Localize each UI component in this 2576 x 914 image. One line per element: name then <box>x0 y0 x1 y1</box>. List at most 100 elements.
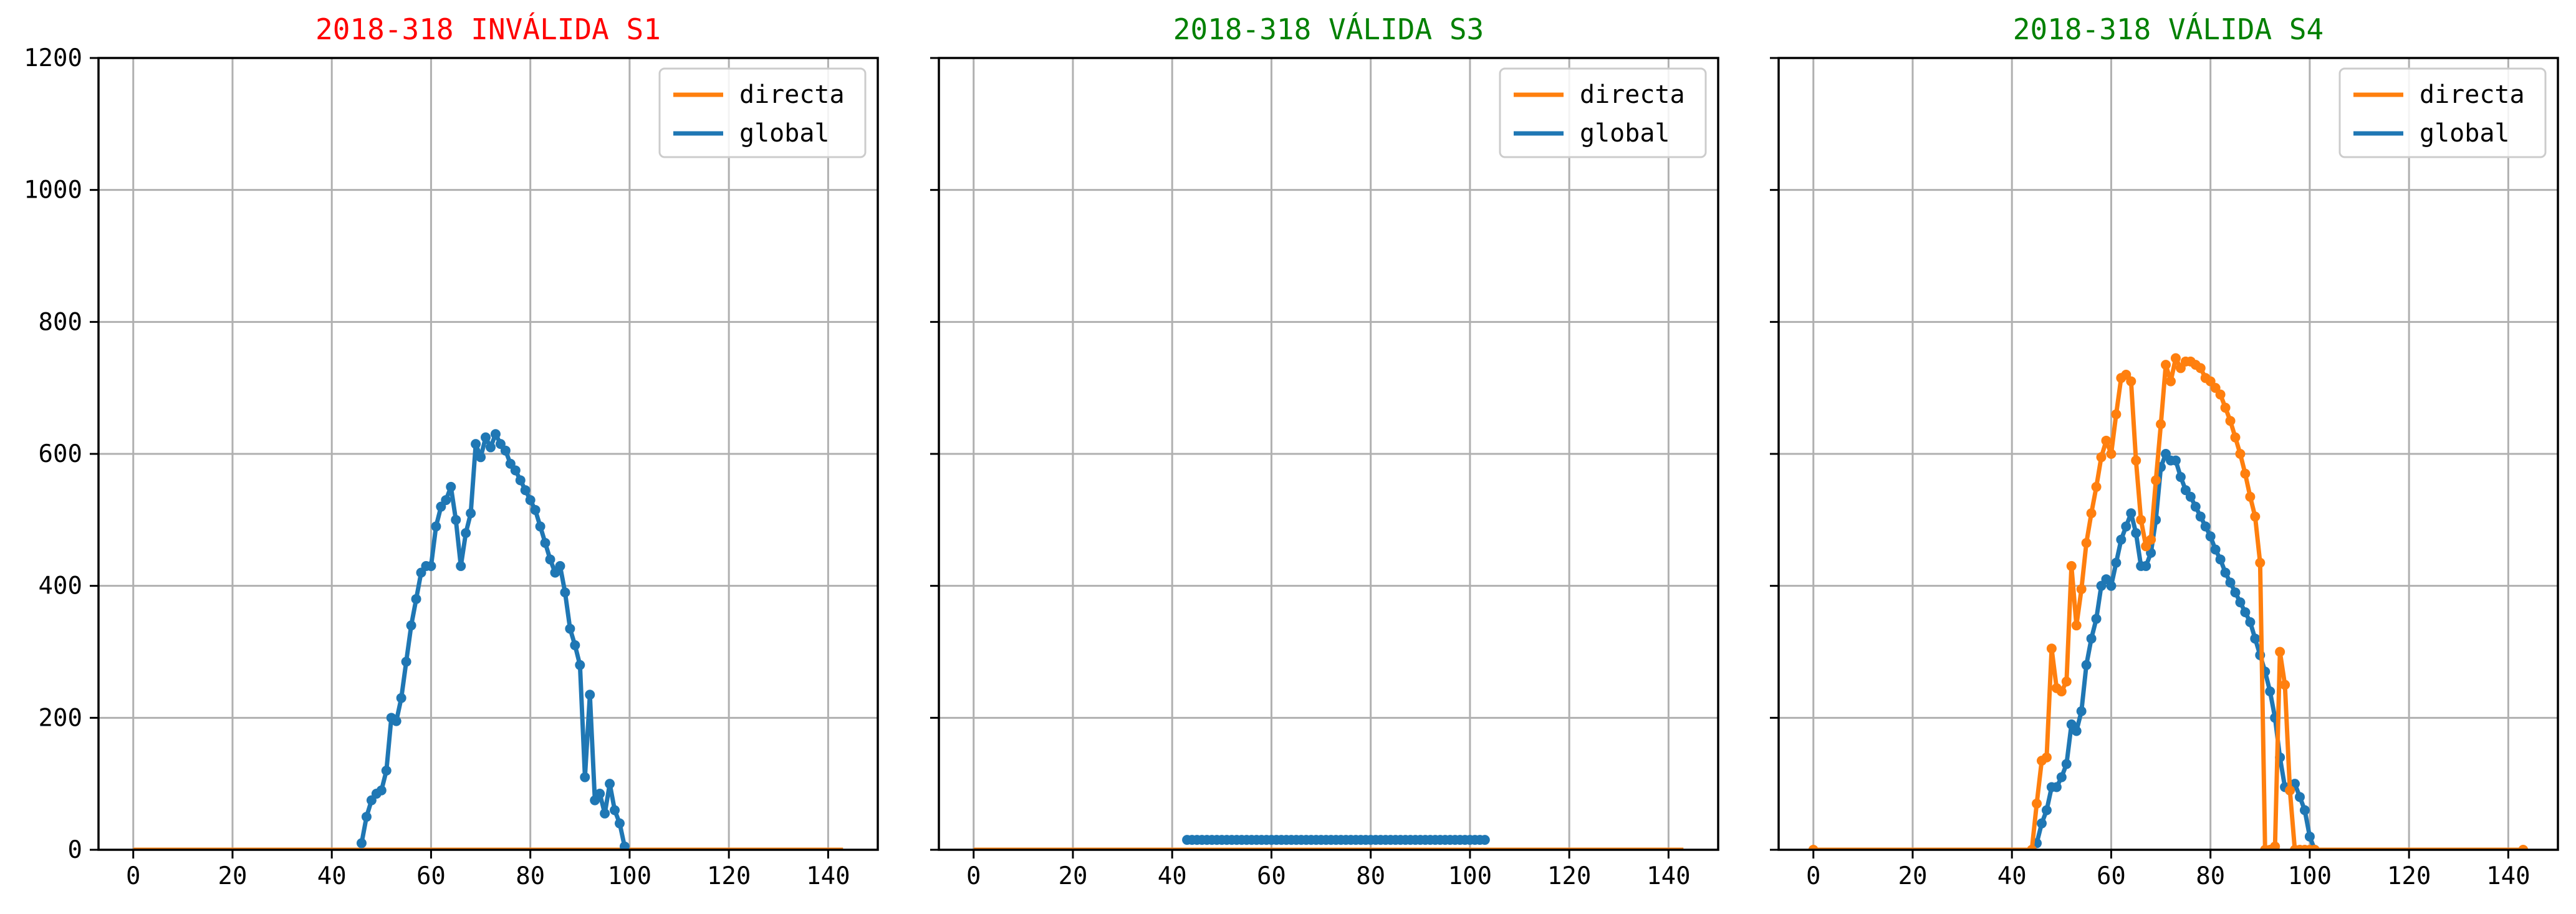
data-point-global <box>610 805 620 815</box>
legend-label-global: global <box>2420 119 2510 148</box>
legend-label-directa: directa <box>2420 80 2525 109</box>
data-point-global <box>2185 491 2196 502</box>
x-tick-label: 120 <box>2387 862 2431 890</box>
data-point-global <box>535 521 545 532</box>
y-tick-label: 200 <box>39 704 82 732</box>
data-point-global <box>2195 511 2206 522</box>
y-tick-label: 800 <box>39 308 82 336</box>
data-point-directa <box>2270 841 2280 850</box>
x-tick-label: 20 <box>218 862 247 890</box>
data-point-global <box>2061 759 2072 769</box>
x-tick-label: 100 <box>2288 862 2332 890</box>
data-point-global <box>515 475 526 486</box>
data-point-directa <box>2071 620 2082 631</box>
data-point-directa <box>2245 491 2256 502</box>
data-point-directa <box>2146 534 2156 545</box>
x-tick-label: 120 <box>1547 862 1591 890</box>
data-point-global <box>2051 782 2062 792</box>
data-point-directa <box>2225 416 2236 426</box>
series-line-global <box>359 431 627 847</box>
legend-label-global: global <box>739 119 830 148</box>
data-point-global <box>411 594 421 604</box>
x-tick-label: 80 <box>2196 862 2225 890</box>
data-point-global <box>565 623 575 634</box>
data-point-directa <box>2081 537 2092 548</box>
data-point-directa <box>2061 676 2072 687</box>
x-tick-label: 40 <box>1997 862 2027 890</box>
data-point-directa <box>2091 481 2102 492</box>
x-tick-label: 100 <box>608 862 651 890</box>
chart-title: 2018-318 VÁLIDA S3 <box>1173 12 1484 46</box>
legend: directa global <box>658 67 867 158</box>
data-point-global <box>2190 501 2201 512</box>
data-point-directa <box>2126 376 2136 387</box>
data-point-directa <box>2027 845 2037 850</box>
plot-area <box>973 835 1684 850</box>
data-point-global <box>2175 472 2186 483</box>
data-point-global <box>2200 521 2211 532</box>
data-point-global <box>471 439 481 450</box>
data-point-global <box>451 514 461 525</box>
series-line-global <box>2034 451 2317 850</box>
data-point-global <box>2210 544 2221 555</box>
data-point-global <box>545 554 555 565</box>
legend-label-directa: directa <box>1580 80 1685 109</box>
data-point-directa <box>2086 508 2097 519</box>
data-point-global <box>2116 534 2127 545</box>
data-point-directa <box>2240 468 2251 479</box>
data-point-global <box>361 812 372 822</box>
x-tick-label: 120 <box>707 862 751 890</box>
chart-panel-1: 0 20 40 60 80 100 120 140 0 200 400 600 800 1000 1200 2… <box>24 12 879 890</box>
data-point-global <box>500 445 511 456</box>
series-line-directa <box>1813 356 2524 850</box>
data-point-directa <box>2255 557 2266 568</box>
data-point-global <box>2086 633 2097 644</box>
data-point-global <box>580 772 590 782</box>
data-point-directa <box>2066 560 2077 571</box>
y-tick-label: 600 <box>39 440 82 468</box>
data-point-global <box>401 657 411 667</box>
x-tick-label: 60 <box>416 862 446 890</box>
data-point-global <box>466 508 476 519</box>
data-point-directa <box>2106 449 2117 459</box>
data-point-directa <box>2280 680 2290 690</box>
data-point-directa <box>2235 449 2246 459</box>
legend-label-global: global <box>1580 119 1670 148</box>
data-point-global <box>2230 587 2241 598</box>
data-point-global <box>560 587 570 598</box>
data-point-directa <box>2161 360 2171 370</box>
data-point-directa <box>2136 514 2146 525</box>
data-point-global <box>2304 831 2315 842</box>
data-point-directa <box>2151 475 2161 486</box>
data-point-directa <box>2041 752 2052 762</box>
x-tick-label: 60 <box>1257 862 1286 890</box>
data-point-global <box>2141 560 2151 571</box>
data-point-directa <box>2309 845 2320 850</box>
data-point-global <box>396 693 406 703</box>
x-tick-label: 40 <box>1158 862 1187 890</box>
data-point-global <box>426 560 436 571</box>
data-point-directa <box>2165 376 2176 387</box>
data-point-global <box>456 560 466 571</box>
data-point-global <box>2056 772 2067 782</box>
data-point-global <box>391 716 401 726</box>
data-point-directa <box>2170 353 2181 363</box>
data-point-global <box>2131 528 2141 538</box>
x-tick-label: 100 <box>1448 862 1492 890</box>
plot-area <box>1808 353 2529 850</box>
plot-area <box>133 429 843 850</box>
data-point-global <box>2245 617 2256 627</box>
data-point-directa <box>2032 798 2042 809</box>
data-point-directa <box>2111 409 2122 420</box>
data-point-global <box>2126 508 2136 519</box>
chart-panel-2: 0 20 40 60 80 100 120 140 2018-318 VÁLIDA S3 dire… <box>930 12 1719 890</box>
data-point-global <box>525 495 536 506</box>
data-point-global <box>2205 531 2216 542</box>
data-point-global <box>2240 607 2251 617</box>
y-tick-label: 0 <box>68 836 82 864</box>
x-tick-label: 0 <box>126 862 140 890</box>
x-tick-label: 80 <box>516 862 545 890</box>
data-point-directa <box>2101 435 2112 446</box>
data-point-global <box>476 452 486 463</box>
